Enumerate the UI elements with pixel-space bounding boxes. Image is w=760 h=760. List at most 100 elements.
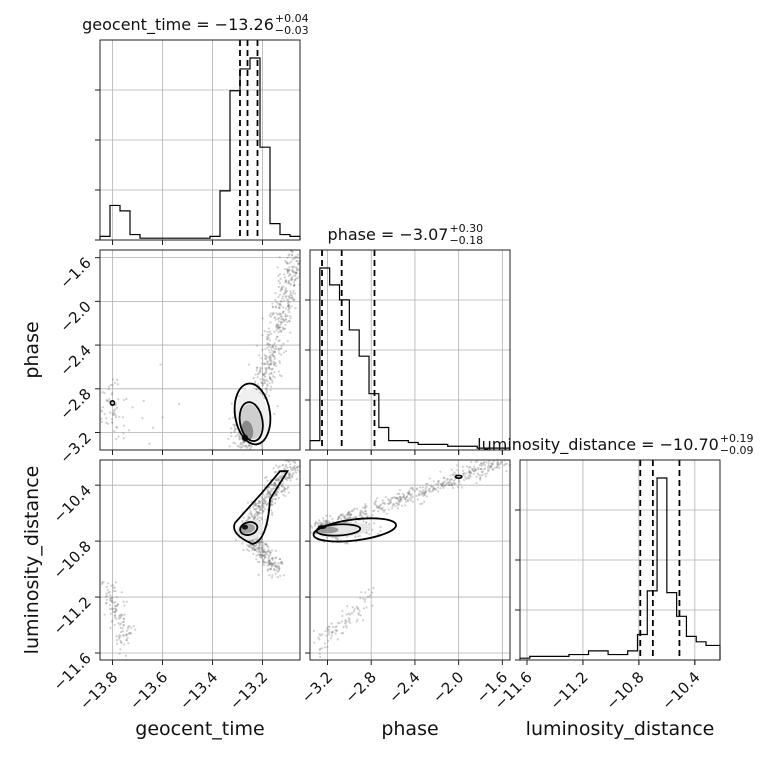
sample-point: [269, 378, 272, 381]
sample-point: [271, 574, 274, 577]
sample-point: [280, 490, 283, 493]
sample-point: [496, 461, 499, 464]
sample-point: [281, 297, 284, 300]
sample-point: [335, 629, 338, 632]
sample-point: [254, 373, 257, 376]
hist-bar: [418, 444, 428, 450]
sample-point: [277, 487, 280, 491]
sample-point: [284, 315, 287, 318]
sample-point: [347, 510, 350, 514]
sample-point: [253, 516, 257, 520]
sample-point: [263, 554, 266, 557]
sample-point: [111, 421, 114, 424]
sample-point: [424, 491, 427, 494]
sample-point: [284, 267, 287, 271]
sample-point: [112, 413, 115, 417]
sample-point: [121, 627, 124, 630]
sample-point: [260, 509, 263, 512]
sample-point: [269, 553, 272, 556]
sample-point: [409, 499, 412, 502]
sample-point: [436, 483, 439, 486]
sample-point: [286, 268, 289, 272]
sample-point: [257, 504, 260, 508]
sample-point: [268, 365, 271, 368]
sample-point: [248, 516, 251, 519]
sample-point: [454, 482, 457, 485]
sample-point: [273, 412, 276, 415]
sample-point: [290, 253, 294, 256]
sample-point: [282, 574, 286, 577]
sample-point: [266, 342, 269, 345]
sample-point: [341, 513, 344, 516]
sample-point: [314, 522, 317, 526]
sample-point: [248, 444, 251, 447]
sample-point: [374, 503, 377, 506]
sample-point: [472, 469, 475, 472]
sample-point: [268, 339, 272, 342]
sample-point: [280, 288, 284, 291]
sample-point: [486, 466, 489, 469]
sample-point: [267, 356, 270, 359]
sample-point: [257, 504, 261, 508]
sample-point: [355, 516, 358, 519]
sample-point: [256, 510, 259, 514]
sample-point: [325, 519, 328, 522]
sample-point: [365, 606, 368, 609]
sample-point: [284, 278, 288, 282]
sample-point: [280, 288, 283, 291]
sample-point: [282, 493, 285, 496]
sample-point: [471, 467, 474, 471]
sample-point: [289, 479, 292, 482]
sample-point: [265, 366, 268, 370]
sample-point: [423, 492, 427, 495]
sample-point: [286, 314, 289, 317]
sample-point: [371, 591, 374, 594]
sample-point: [122, 634, 125, 637]
sample-point: [404, 496, 407, 499]
sample-point: [465, 465, 469, 468]
sample-point: [101, 391, 104, 394]
sample-point: [262, 548, 265, 552]
scatter-panel-geocent_time-luminosity_distance: [100, 459, 301, 660]
sample-point: [257, 546, 260, 549]
sample-point: [259, 550, 262, 554]
sample-point: [289, 331, 292, 334]
sample-point: [442, 484, 445, 487]
sample-point: [113, 411, 116, 414]
sample-point: [487, 462, 490, 465]
sample-point: [129, 632, 133, 635]
sample-point: [261, 382, 264, 385]
sample-point: [251, 539, 254, 542]
sample-point: [442, 481, 445, 484]
sample-point: [114, 413, 117, 417]
sample-point: [273, 564, 276, 568]
contour-line: [233, 470, 290, 545]
sample-point: [486, 472, 489, 475]
sample-point: [325, 634, 328, 637]
sample-point: [330, 622, 333, 625]
sample-point: [407, 491, 410, 495]
sample-point: [458, 480, 461, 483]
sample-point: [269, 550, 272, 554]
sample-point: [478, 463, 481, 467]
sample-point: [260, 495, 263, 499]
sample-point: [275, 568, 278, 572]
sample-point: [271, 562, 274, 565]
sample-point: [463, 478, 466, 482]
sample-point: [279, 320, 282, 324]
sample-point: [282, 485, 285, 489]
sample-point: [128, 632, 131, 635]
sample-point: [257, 560, 260, 564]
sample-point: [361, 506, 365, 509]
sample-point: [255, 558, 258, 561]
sample-point: [236, 444, 239, 448]
sample-point: [265, 378, 268, 382]
sample-point: [353, 608, 356, 611]
sample-point: [362, 520, 365, 523]
sample-point: [377, 509, 380, 513]
sample-point: [411, 487, 414, 490]
sample-point: [274, 561, 277, 564]
sample-point: [101, 406, 105, 409]
sample-point: [121, 416, 125, 419]
sample-point: [128, 625, 131, 628]
